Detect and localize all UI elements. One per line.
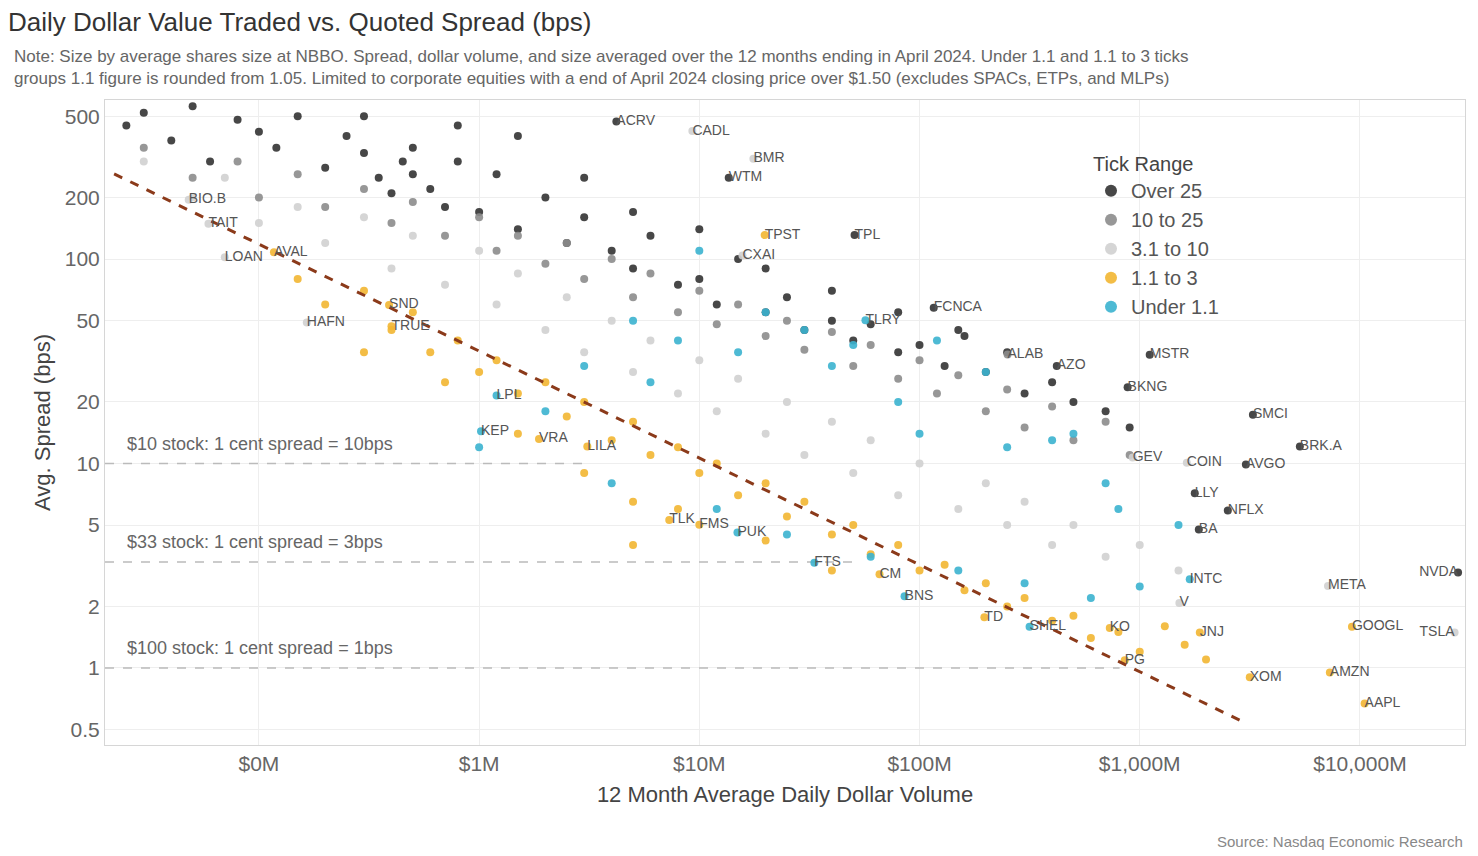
svg-text:BRK.A: BRK.A	[1300, 437, 1343, 453]
svg-text:AVGO: AVGO	[1246, 455, 1286, 471]
svg-text:$1M: $1M	[459, 752, 500, 775]
svg-text:FCNCA: FCNCA	[934, 298, 983, 314]
svg-text:TAIT: TAIT	[208, 214, 238, 230]
svg-text:KEP: KEP	[481, 422, 509, 438]
svg-text:Tick Range: Tick Range	[1093, 153, 1193, 175]
svg-text:BA: BA	[1199, 520, 1218, 536]
svg-text:3.1 to 10: 3.1 to 10	[1131, 238, 1209, 260]
svg-text:AZO: AZO	[1057, 356, 1086, 372]
svg-text:BIO.B: BIO.B	[189, 190, 226, 206]
svg-text:BKNG: BKNG	[1128, 378, 1168, 394]
svg-text:ALAB: ALAB	[1008, 345, 1044, 361]
svg-text:200: 200	[65, 186, 100, 209]
svg-text:LOAN: LOAN	[225, 248, 263, 264]
svg-text:CM: CM	[880, 565, 902, 581]
svg-text:CXAI: CXAI	[742, 246, 775, 262]
svg-text:V: V	[1179, 593, 1189, 609]
svg-text:$100M: $100M	[887, 752, 951, 775]
svg-text:50: 50	[76, 309, 99, 332]
svg-text:100: 100	[65, 247, 100, 270]
svg-text:AVAL: AVAL	[274, 243, 308, 259]
svg-text:NFLX: NFLX	[1228, 501, 1264, 517]
svg-text:WTM: WTM	[729, 168, 762, 184]
svg-text:SHEL: SHEL	[1030, 617, 1067, 633]
svg-text:TLK: TLK	[669, 510, 695, 526]
svg-text:AAPL: AAPL	[1365, 694, 1401, 710]
svg-text:$10,000M: $10,000M	[1313, 752, 1406, 775]
svg-text:$1,000M: $1,000M	[1099, 752, 1181, 775]
svg-text:Over 25: Over 25	[1131, 180, 1202, 202]
svg-text:0.5: 0.5	[71, 718, 100, 741]
svg-text:PG: PG	[1125, 651, 1145, 667]
svg-text:TPL: TPL	[855, 226, 881, 242]
svg-text:$100 stock: 1 cent spread = 1b: $100 stock: 1 cent spread = 1bps	[127, 638, 393, 658]
svg-text:TPST: TPST	[765, 226, 801, 242]
svg-text:1.1 to 3: 1.1 to 3	[1131, 267, 1198, 289]
svg-text:Daily Dollar Value Traded vs.: Daily Dollar Value Traded vs. Quoted Spr…	[8, 7, 591, 37]
svg-text:20: 20	[76, 390, 99, 413]
svg-text:MSTR: MSTR	[1150, 345, 1190, 361]
svg-text:Source: Nasdaq Economic Resear: Source: Nasdaq Economic Research	[1217, 833, 1463, 850]
svg-text:Under 1.1: Under 1.1	[1131, 296, 1219, 318]
svg-text:Avg. Spread (bps): Avg. Spread (bps)	[30, 334, 55, 511]
svg-text:500: 500	[65, 105, 100, 128]
svg-text:INTC: INTC	[1190, 570, 1223, 586]
svg-text:FTS: FTS	[814, 553, 840, 569]
svg-text:SND: SND	[389, 295, 419, 311]
svg-text:TLRY: TLRY	[865, 311, 901, 327]
svg-text:PUK: PUK	[737, 523, 766, 539]
svg-text:5: 5	[88, 513, 100, 536]
svg-text:META: META	[1328, 576, 1367, 592]
svg-text:$0M: $0M	[238, 752, 279, 775]
svg-text:10 to 25: 10 to 25	[1131, 209, 1203, 231]
svg-text:LPL: LPL	[497, 386, 522, 402]
svg-text:SMCI: SMCI	[1253, 405, 1288, 421]
svg-text:1: 1	[88, 656, 100, 679]
svg-text:ACRV: ACRV	[616, 112, 655, 128]
svg-text:HAFN: HAFN	[307, 313, 345, 329]
svg-text:AMZN: AMZN	[1330, 663, 1370, 679]
svg-text:LLY: LLY	[1195, 484, 1220, 500]
svg-text:GOOGL: GOOGL	[1352, 617, 1404, 633]
svg-text:JNJ: JNJ	[1200, 623, 1224, 639]
svg-text:KO: KO	[1110, 618, 1130, 634]
svg-text:LILA: LILA	[587, 437, 616, 453]
svg-text:TD: TD	[984, 608, 1003, 624]
svg-text:NVDA: NVDA	[1419, 563, 1459, 579]
svg-text:10: 10	[76, 452, 99, 475]
svg-text:TSLA: TSLA	[1420, 623, 1456, 639]
svg-text:VRA: VRA	[539, 429, 568, 445]
svg-text:TRUE: TRUE	[391, 317, 429, 333]
svg-text:XOM: XOM	[1250, 668, 1282, 684]
svg-text:$33 stock: 1 cent spread = 3bp: $33 stock: 1 cent spread = 3bps	[127, 532, 383, 552]
svg-text:COIN: COIN	[1187, 453, 1222, 469]
svg-text:2: 2	[88, 595, 100, 618]
svg-text:BMR: BMR	[753, 149, 784, 165]
svg-text:BNS: BNS	[905, 587, 934, 603]
svg-text:Note: Size by average shares s: Note: Size by average shares size at NBB…	[14, 47, 1189, 88]
svg-text:GEV: GEV	[1133, 448, 1163, 464]
svg-text:$10 stock: 1 cent spread = 10b: $10 stock: 1 cent spread = 10bps	[127, 434, 393, 454]
svg-text:12 Month Average Daily Dollar: 12 Month Average Daily Dollar Volume	[597, 782, 973, 807]
svg-text:CADL: CADL	[692, 122, 730, 138]
svg-text:$10M: $10M	[673, 752, 726, 775]
svg-text:FMS: FMS	[699, 515, 729, 531]
